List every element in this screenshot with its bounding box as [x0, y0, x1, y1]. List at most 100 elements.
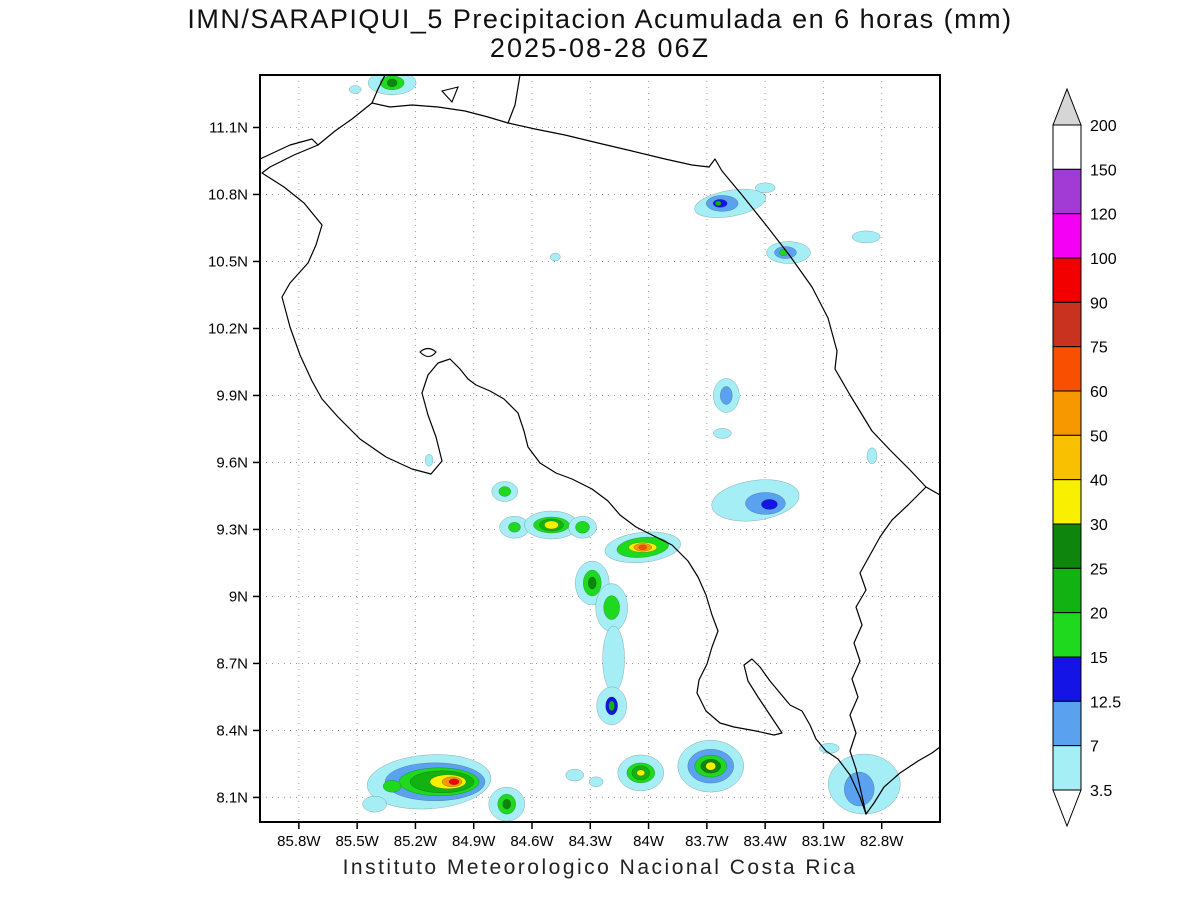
- precip-contour: [508, 521, 521, 533]
- x-tick-label: 84.6W: [510, 833, 554, 850]
- colorbar-segment: [1052, 213, 1082, 259]
- y-tick-label: 9.9N: [216, 387, 248, 404]
- x-tick-label: 84.3W: [569, 833, 613, 850]
- precip-contour: [754, 182, 776, 194]
- precip-contour: [843, 771, 875, 807]
- precip-contour: [851, 230, 881, 244]
- colorbar-above-max: [1052, 87, 1082, 126]
- precip-contour: [608, 700, 615, 712]
- precip-contour: [602, 625, 625, 693]
- precip-contour: [448, 778, 460, 786]
- colorbar-segment: [1052, 523, 1082, 569]
- colorbar-segment: [1052, 612, 1082, 658]
- colorbar-segment: [1052, 124, 1082, 170]
- y-tick-label: 8.4N: [216, 722, 248, 739]
- colorbar-label: 40: [1090, 473, 1108, 490]
- y-tick-label: 8.1N: [216, 789, 248, 806]
- colorbar-label: 15: [1090, 650, 1108, 667]
- colorbar-segment: [1052, 567, 1082, 614]
- colorbar-label: 200: [1090, 118, 1117, 135]
- y-tick-label: 10.5N: [208, 253, 248, 270]
- precip-contour: [544, 520, 559, 530]
- axes: 85.8W 85.5W 85.2W 84.9W 84.6W 84.3W 84W 83.7W 83…: [208, 119, 904, 850]
- x-tick-label: 83.4W: [743, 833, 787, 850]
- x-tick-label: 85.8W: [277, 833, 321, 850]
- x-tick-label: 84W: [633, 833, 665, 850]
- ometepe-island: [440, 86, 459, 104]
- precip-contour: [502, 798, 511, 810]
- precip-contour: [714, 200, 722, 207]
- colorbar-segment: [1052, 390, 1082, 436]
- plot-frame: [259, 74, 941, 823]
- precip-contour: [565, 768, 584, 782]
- precip-contour: [348, 85, 362, 94]
- precip-contour: [588, 776, 604, 788]
- colorbar-label: 20: [1090, 606, 1108, 623]
- x-tick-label: 84.9W: [452, 833, 496, 850]
- y-tick-label: 9N: [229, 588, 248, 605]
- precipitation-cells: [348, 75, 901, 822]
- precip-contour: [386, 78, 398, 88]
- colorbar-segment: [1052, 301, 1082, 348]
- pacific-coastline: [260, 138, 940, 815]
- panama-border: [849, 486, 927, 815]
- y-tick-label: 10.8N: [208, 186, 248, 203]
- colorbar-segment: [1052, 346, 1082, 392]
- coastline: [260, 75, 940, 815]
- caribbean-coastline: [708, 158, 940, 496]
- y-tick-label: 9.3N: [216, 521, 248, 538]
- san-juan-river-border: [507, 122, 710, 168]
- precip-contour: [720, 386, 733, 405]
- colorbar: 200 150 120 100 90 75 60 50 40 30 25 20 15 12.5 7 3.5: [1052, 87, 1121, 828]
- colorbar-label: 60: [1090, 384, 1108, 401]
- colorbar-label: 100: [1090, 251, 1117, 268]
- y-tick-label: 10.2N: [208, 320, 248, 337]
- precip-contour: [866, 447, 878, 465]
- precip-contour: [638, 544, 647, 551]
- colorbar-below-min: [1052, 789, 1082, 828]
- colorbar-segment: [1052, 745, 1082, 791]
- colorbar-segment: [1052, 168, 1082, 215]
- colorbar-segment: [1052, 257, 1082, 303]
- footer-credit: Instituto Meteorologico Nacional Costa R…: [342, 856, 858, 879]
- colorbar-label: 7: [1090, 739, 1099, 756]
- gulf-island: [419, 347, 437, 358]
- y-tick-label: 9.6N: [216, 454, 248, 471]
- colorbar-segment: [1052, 479, 1082, 525]
- lake-nicaragua-shore: [371, 75, 521, 124]
- precip-contour: [761, 499, 778, 510]
- x-tick-label: 85.5W: [335, 833, 379, 850]
- precip-contour: [705, 761, 716, 771]
- precip-contour: [575, 520, 590, 534]
- precip-contour: [362, 795, 387, 813]
- nicaragua-border-segment: [317, 102, 373, 146]
- colorbar-label: 3.5: [1090, 783, 1112, 800]
- colorbar-segment: [1052, 700, 1082, 747]
- precip-contour: [819, 743, 840, 754]
- colorbar-label: 150: [1090, 162, 1117, 179]
- colorbar-segment: [1052, 656, 1082, 702]
- chart-title: IMN/SARAPIQUI_5 Precipitacion Acumulada …: [187, 4, 1013, 34]
- y-tick-label: 11.1N: [209, 119, 248, 136]
- colorbar-segment: [1052, 434, 1082, 481]
- colorbar-label: 75: [1090, 340, 1108, 357]
- colorbar-label: 50: [1090, 428, 1108, 445]
- colorbar-label: 90: [1090, 295, 1108, 312]
- precip-contour: [550, 252, 561, 262]
- x-tick-label: 82.8W: [860, 833, 904, 850]
- x-tick-label: 83.7W: [685, 833, 729, 850]
- precip-contour: [713, 428, 732, 439]
- precip-contour: [424, 453, 434, 467]
- colorbar-label: 30: [1090, 517, 1108, 534]
- chart-subtitle: 2025-08-28 06Z: [489, 33, 711, 63]
- colorbar-label: 120: [1090, 207, 1117, 224]
- precip-contour: [498, 486, 512, 497]
- colorbar-label: 25: [1090, 561, 1108, 578]
- precip-contour: [382, 780, 402, 793]
- colorbar-label: 12.5: [1090, 694, 1121, 711]
- precip-contour: [603, 595, 620, 620]
- y-tick-label: 8.7N: [216, 655, 248, 672]
- x-tick-label: 83.1W: [802, 833, 846, 850]
- precip-contour: [587, 576, 597, 590]
